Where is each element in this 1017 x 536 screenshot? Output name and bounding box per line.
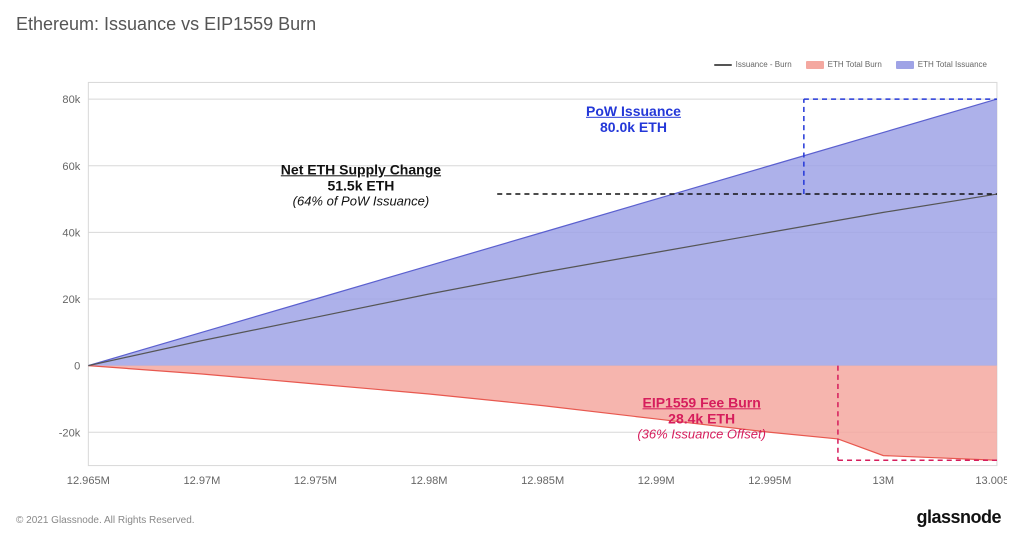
- svg-text:13M: 13M: [873, 475, 895, 487]
- legend-swatch-burn: [806, 61, 824, 69]
- svg-text:0: 0: [74, 361, 80, 373]
- legend-swatch-net: [714, 64, 732, 66]
- svg-text:12.99M: 12.99M: [638, 475, 675, 487]
- legend-label-issuance: ETH Total Issuance: [918, 60, 987, 69]
- svg-text:13.005M: 13.005M: [975, 475, 1007, 487]
- svg-text:12.985M: 12.985M: [521, 475, 564, 487]
- legend-item-net: Issuance - Burn: [714, 60, 792, 69]
- svg-text:20k: 20k: [62, 294, 80, 306]
- svg-text:12.975M: 12.975M: [294, 475, 337, 487]
- legend-label-burn: ETH Total Burn: [828, 60, 882, 69]
- legend-label-net: Issuance - Burn: [736, 60, 792, 69]
- legend-item-burn: ETH Total Burn: [806, 60, 882, 69]
- footer-brand: glassnode: [916, 507, 1001, 528]
- chart-svg: -20k 0 20k 40k 60k 80k 12.965M 12.97M 12.975M 12.…: [40, 50, 1007, 496]
- svg-text:12.98M: 12.98M: [411, 475, 448, 487]
- legend: Issuance - Burn ETH Total Burn ETH Total…: [714, 60, 987, 69]
- legend-item-issuance: ETH Total Issuance: [896, 60, 987, 69]
- svg-text:12.97M: 12.97M: [183, 475, 220, 487]
- legend-swatch-issuance: [896, 61, 914, 69]
- svg-text:12.995M: 12.995M: [748, 475, 791, 487]
- svg-text:40k: 40k: [62, 227, 80, 239]
- svg-text:60k: 60k: [62, 161, 80, 173]
- svg-text:80k: 80k: [62, 94, 80, 106]
- svg-text:12.965M: 12.965M: [67, 475, 110, 487]
- svg-text:-20k: -20k: [59, 427, 81, 439]
- chart-title: Ethereum: Issuance vs EIP1559 Burn: [16, 14, 316, 35]
- footer-copyright: © 2021 Glassnode. All Rights Reserved.: [16, 515, 195, 526]
- chart-container: -20k 0 20k 40k 60k 80k 12.965M 12.97M 12.975M 12.…: [40, 50, 1007, 496]
